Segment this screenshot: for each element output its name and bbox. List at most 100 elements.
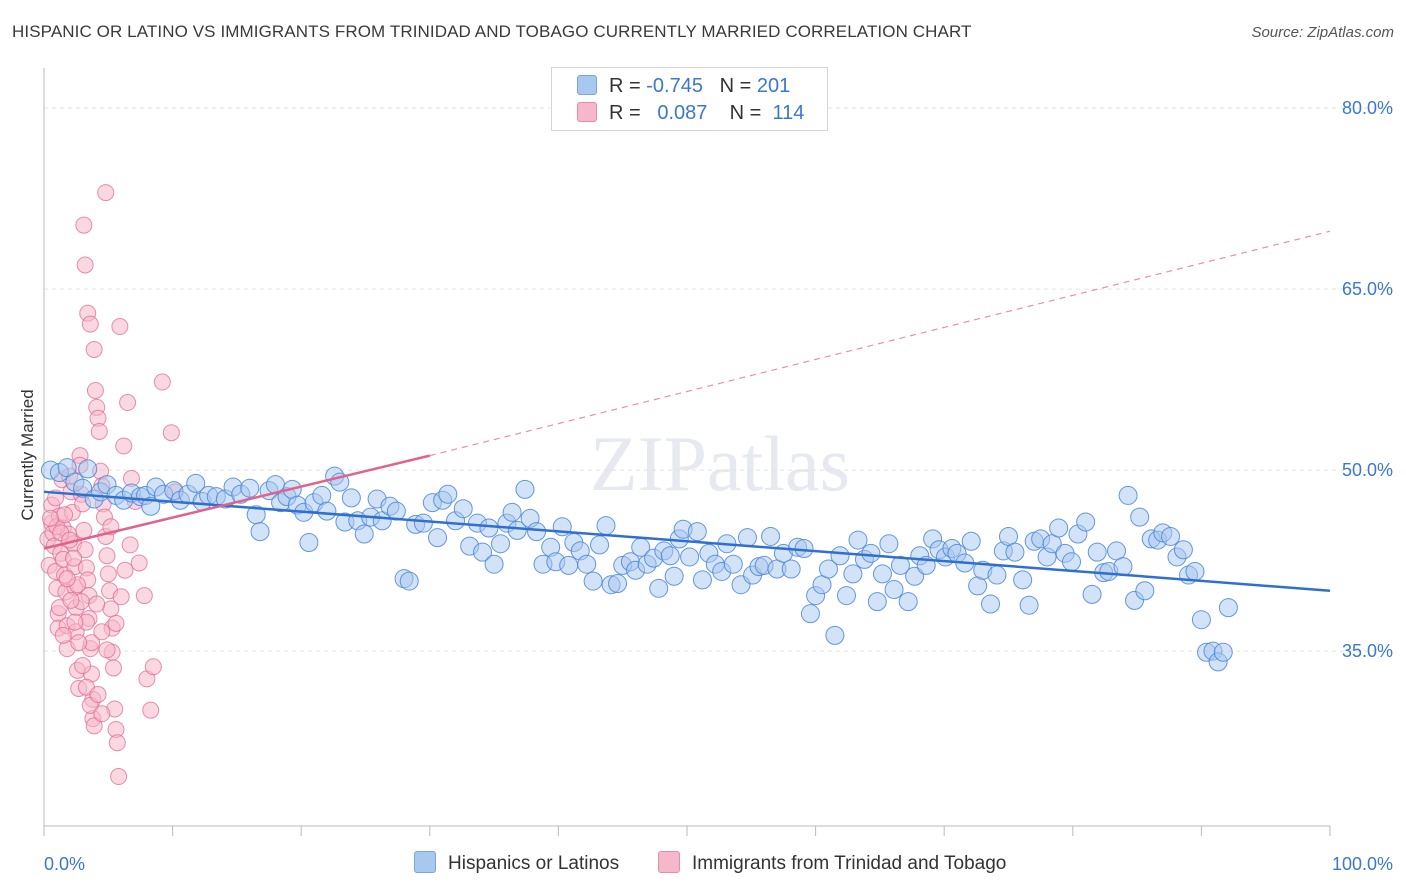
data-point-hispanic bbox=[898, 592, 918, 612]
data-point-trinidad bbox=[41, 509, 59, 527]
data-point-hispanic bbox=[680, 547, 700, 567]
bottom-legend-label: Immigrants from Trinidad and Tobago bbox=[692, 853, 1007, 874]
n-label: N = bbox=[729, 102, 767, 124]
data-point-hispanic bbox=[660, 546, 680, 566]
data-point-hispanic bbox=[1130, 507, 1150, 527]
data-point-hispanic bbox=[794, 539, 814, 559]
data-point-trinidad bbox=[62, 591, 80, 609]
data-point-trinidad bbox=[144, 658, 162, 676]
data-point-hispanic bbox=[73, 478, 93, 498]
data-point-hispanic bbox=[884, 580, 904, 600]
data-point-hispanic bbox=[867, 592, 887, 612]
data-point-hispanic bbox=[649, 578, 669, 598]
data-point-hispanic bbox=[502, 502, 522, 522]
watermark: ZIPatlas bbox=[590, 420, 850, 507]
chart-source: Source: ZipAtlas.com bbox=[1251, 24, 1394, 41]
data-point-trinidad bbox=[81, 315, 99, 333]
axes bbox=[43, 68, 1331, 836]
data-point-trinidad bbox=[108, 734, 126, 752]
trend-line-trinidad-extension bbox=[429, 230, 1331, 457]
data-point-hispanic bbox=[1019, 595, 1039, 615]
data-point-hispanic bbox=[341, 488, 361, 508]
data-point-hispanic bbox=[761, 526, 781, 546]
data-point-hispanic bbox=[861, 543, 881, 563]
data-point-hispanic bbox=[559, 555, 579, 575]
x-tick-label: 100.0% bbox=[1332, 854, 1393, 874]
data-point-trinidad bbox=[75, 216, 93, 234]
data-point-hispanic bbox=[583, 571, 603, 591]
data-point-trinidad bbox=[90, 422, 108, 440]
data-point-hispanic bbox=[1013, 570, 1033, 590]
data-point-hispanic bbox=[987, 565, 1007, 585]
data-point-hispanic bbox=[240, 478, 260, 498]
data-point-trinidad bbox=[86, 381, 104, 399]
data-point-trinidad bbox=[70, 634, 88, 652]
data-point-hispanic bbox=[1161, 526, 1181, 546]
data-point-trinidad bbox=[65, 549, 83, 567]
data-point-hispanic bbox=[836, 586, 856, 606]
bottom-swatch-blue bbox=[414, 851, 436, 873]
stats-legend: R = -0.745 N = 201 R = 0.087 N = 114 bbox=[551, 67, 828, 131]
data-point-trinidad bbox=[93, 623, 111, 641]
data-point-hispanic bbox=[250, 522, 270, 542]
data-point-trinidad bbox=[88, 595, 106, 613]
data-point-hispanic bbox=[354, 524, 374, 544]
data-point-trinidad bbox=[85, 340, 103, 358]
data-point-trinidad bbox=[142, 701, 160, 719]
data-point-hispanic bbox=[1135, 581, 1155, 601]
data-point-hispanic bbox=[577, 554, 597, 574]
data-point-hispanic bbox=[825, 625, 845, 645]
data-point-trinidad bbox=[162, 424, 180, 442]
data-point-trinidad bbox=[111, 318, 129, 336]
data-point-trinidad bbox=[110, 768, 128, 786]
bottom-legend-trinidad: Immigrants from Trinidad and Tobago bbox=[658, 851, 1006, 875]
r-label: R = bbox=[609, 102, 647, 124]
data-point-hispanic bbox=[961, 531, 981, 551]
r-value: -0.745 bbox=[646, 75, 703, 97]
data-point-hispanic bbox=[1087, 542, 1107, 562]
data-point-hispanic bbox=[453, 499, 473, 519]
data-point-trinidad bbox=[116, 561, 134, 579]
data-point-trinidad bbox=[104, 659, 122, 677]
data-point-hispanic bbox=[299, 532, 319, 552]
bottom-swatch-pink bbox=[658, 851, 680, 873]
data-point-hispanic bbox=[1062, 552, 1082, 572]
series-hispanic-points bbox=[40, 458, 1238, 672]
data-point-trinidad bbox=[99, 565, 117, 583]
data-point-hispanic bbox=[664, 566, 684, 586]
data-point-hispanic bbox=[818, 559, 838, 579]
data-point-trinidad bbox=[76, 541, 94, 559]
data-point-trinidad bbox=[56, 506, 74, 524]
data-point-hispanic bbox=[737, 528, 757, 548]
data-point-trinidad bbox=[76, 256, 94, 274]
data-point-trinidad bbox=[89, 685, 107, 703]
data-point-trinidad bbox=[97, 184, 115, 202]
data-point-hispanic bbox=[692, 570, 712, 590]
n-value: 114 bbox=[772, 102, 805, 124]
chart-title: HISPANIC OR LATINO VS IMMIGRANTS FROM TR… bbox=[12, 22, 972, 41]
data-point-hispanic bbox=[1213, 642, 1233, 662]
legend-row-trinidad: R = 0.087 N = 114 bbox=[577, 102, 804, 126]
data-point-hispanic bbox=[491, 534, 511, 554]
data-point-hispanic bbox=[872, 564, 892, 584]
legend-row-hispanic: R = -0.745 N = 201 bbox=[577, 75, 790, 99]
data-point-hispanic bbox=[596, 516, 616, 536]
tick-labels: 35.0% 50.0% 65.0% 80.0% 0.0% 100.0% bbox=[44, 98, 1393, 874]
trend-line-hispanic bbox=[43, 490, 1331, 592]
data-point-hispanic bbox=[723, 554, 743, 574]
data-point-hispanic bbox=[473, 542, 493, 562]
y-tick-label: 80.0% bbox=[1342, 98, 1393, 118]
data-point-hispanic bbox=[905, 566, 925, 586]
data-point-hispanic bbox=[1118, 485, 1138, 505]
data-point-trinidad bbox=[153, 373, 171, 391]
data-point-hispanic bbox=[590, 535, 610, 555]
y-axis-label: Currently Married bbox=[18, 389, 37, 520]
data-point-trinidad bbox=[75, 521, 93, 539]
data-point-trinidad bbox=[93, 705, 111, 723]
series-trinidad-points bbox=[39, 184, 184, 786]
data-point-hispanic bbox=[879, 534, 899, 554]
n-label: N = bbox=[719, 75, 757, 97]
data-point-trinidad bbox=[130, 554, 148, 572]
gridlines bbox=[44, 107, 1392, 652]
